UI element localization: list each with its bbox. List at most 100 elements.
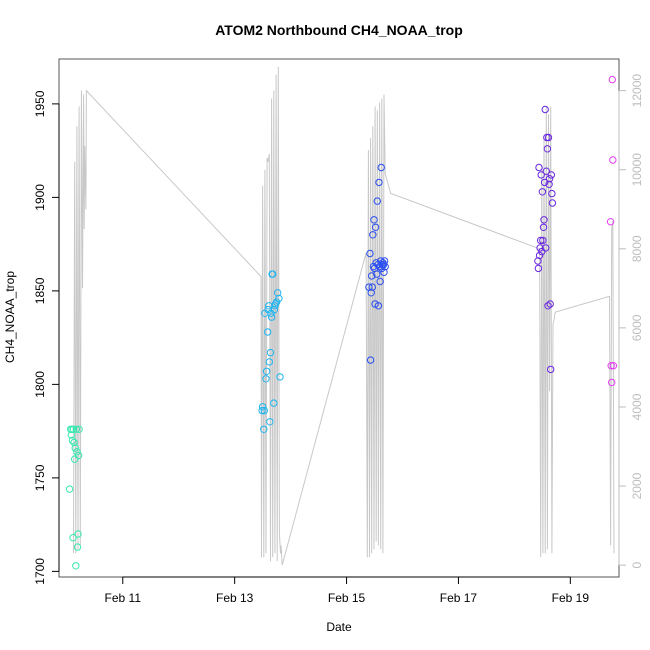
ch4-point (272, 298, 281, 306)
y2-tick-label: 12000 (630, 74, 644, 108)
ch4-series (65, 425, 83, 570)
ch4-point (606, 218, 615, 226)
ch4-point (609, 156, 617, 164)
ch4-point (65, 485, 74, 493)
ch4-series (534, 105, 557, 374)
y2-tick-label: 6000 (630, 314, 644, 341)
y2-tick-label: 2000 (630, 472, 644, 499)
y2-tick-label: 0 (630, 561, 644, 568)
altitude-series (73, 66, 615, 566)
altitude-line (73, 66, 615, 566)
ch4-point (548, 189, 556, 198)
y-tick-label: 1700 (33, 558, 47, 585)
ch4-point (545, 175, 554, 183)
ch4-point (544, 133, 553, 142)
ch4-point (258, 403, 267, 411)
ch4-point (534, 264, 543, 273)
x-axis: Feb 11 Feb 13 Feb 15 Feb 17 Feb 19 (105, 576, 590, 605)
ch4-point (266, 348, 275, 357)
ch4-point (70, 438, 78, 447)
ch4-point (548, 199, 557, 207)
ch4-point (72, 562, 80, 570)
x-tick-label: Feb 15 (328, 591, 366, 605)
ch4-point (276, 373, 284, 381)
y2-axis: 0 2000 4000 6000 8000 10000 12000 (618, 74, 644, 568)
ch4-point (538, 247, 546, 256)
plot-frame (58, 58, 620, 578)
ch4-point (74, 530, 82, 538)
ch4-point (381, 262, 389, 271)
ch4-point (275, 294, 283, 303)
ch4-series (365, 163, 389, 364)
y-axis-label: CH4_NOAA_trop (3, 271, 17, 363)
y-tick-label: 1900 (33, 184, 47, 211)
ch4-point (69, 534, 77, 542)
x-tick-label: Feb 17 (440, 591, 478, 605)
ch4-point (376, 277, 384, 286)
ch4-point (366, 249, 374, 258)
ch4-point (269, 270, 277, 278)
ch4-point (267, 313, 276, 321)
ch4-point (368, 283, 376, 291)
ch4-point (371, 223, 380, 232)
x-axis-label: Date (326, 620, 352, 634)
ch4-point (379, 261, 388, 269)
ch4-point (375, 178, 383, 187)
ch4-point (274, 289, 282, 297)
ch4-point (608, 378, 616, 387)
x-tick-label: Feb 13 (216, 591, 254, 605)
ch4-point (380, 257, 389, 265)
y2-tick-label: 10000 (630, 153, 644, 187)
ch4-point (542, 167, 550, 175)
ch4-point (74, 451, 83, 460)
ch4-point (377, 163, 385, 172)
ch4-point (539, 223, 548, 232)
y-tick-label: 1750 (33, 464, 47, 491)
ch4-point (380, 268, 388, 276)
ch4-point (262, 367, 271, 375)
ch4-series (606, 75, 618, 387)
ch4-point (366, 356, 375, 364)
ch4-point (370, 216, 378, 224)
y2-tick-label: 4000 (630, 393, 644, 420)
x-tick-label: Feb 11 (105, 591, 142, 605)
ch4-point (271, 300, 280, 308)
ch4-point (539, 236, 547, 245)
y-tick-label: 1800 (33, 371, 47, 398)
ch4-point (543, 145, 552, 153)
ch4-point (545, 180, 553, 189)
ch4-point (73, 543, 82, 551)
ch4-point (547, 365, 555, 374)
ch4-point (368, 272, 376, 280)
ch4-point (609, 362, 618, 370)
ch4-point (71, 444, 79, 452)
ch4-point (72, 425, 81, 433)
ch4-point (369, 231, 377, 239)
ch4-points (65, 75, 618, 570)
ch4-point (373, 270, 381, 278)
ch4-point (264, 328, 272, 336)
ch4-point (260, 406, 268, 415)
ch4-point (265, 358, 273, 366)
ch4-point (68, 436, 77, 445)
ch4-point (537, 236, 545, 245)
chart-title: ATOM2 Northbound CH4_NOAA_trop (215, 22, 463, 38)
ch4-point (260, 425, 268, 433)
ch4-point (69, 425, 78, 433)
ch4-point (607, 362, 615, 370)
ch4-point (374, 302, 383, 310)
ch4-point (270, 399, 278, 407)
y-axis: 1700 1750 1800 1850 1900 1950 (33, 90, 60, 585)
ch4-point (367, 289, 375, 297)
ch4-point (535, 163, 543, 172)
ch4-point (608, 75, 616, 84)
ch4-point (542, 244, 550, 252)
y-tick-label: 1850 (33, 277, 47, 304)
ch4-point (541, 105, 549, 114)
ch4-point (75, 425, 83, 433)
x-tick-label: Feb 19 (552, 591, 590, 605)
ch4-point (270, 305, 279, 314)
ch4-point (537, 171, 545, 179)
y-tick-label: 1950 (33, 90, 47, 117)
